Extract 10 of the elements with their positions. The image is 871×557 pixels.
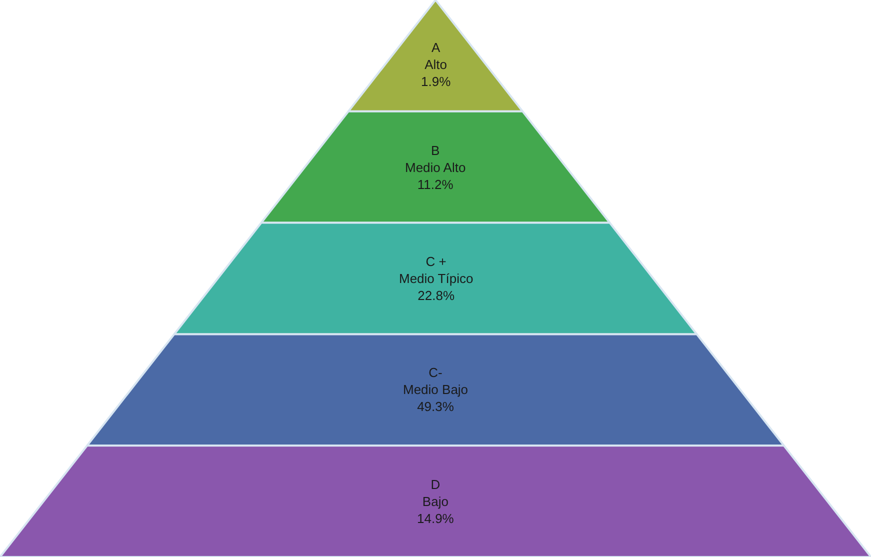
category-label: B Medio Alto: [405, 143, 466, 175]
category-label: D Bajo: [422, 477, 448, 509]
data-label: 11.2%: [417, 176, 454, 192]
category-label: A Alto: [424, 40, 448, 72]
data-label: 1.9%: [421, 74, 452, 89]
data-label: 22.8%: [418, 288, 455, 303]
data-label: 14.9%: [417, 510, 454, 526]
category-label: C + Medio Típico: [399, 254, 474, 286]
data-label: 49.3%: [417, 398, 454, 414]
category-label: C- Medio Bajo: [403, 365, 468, 397]
